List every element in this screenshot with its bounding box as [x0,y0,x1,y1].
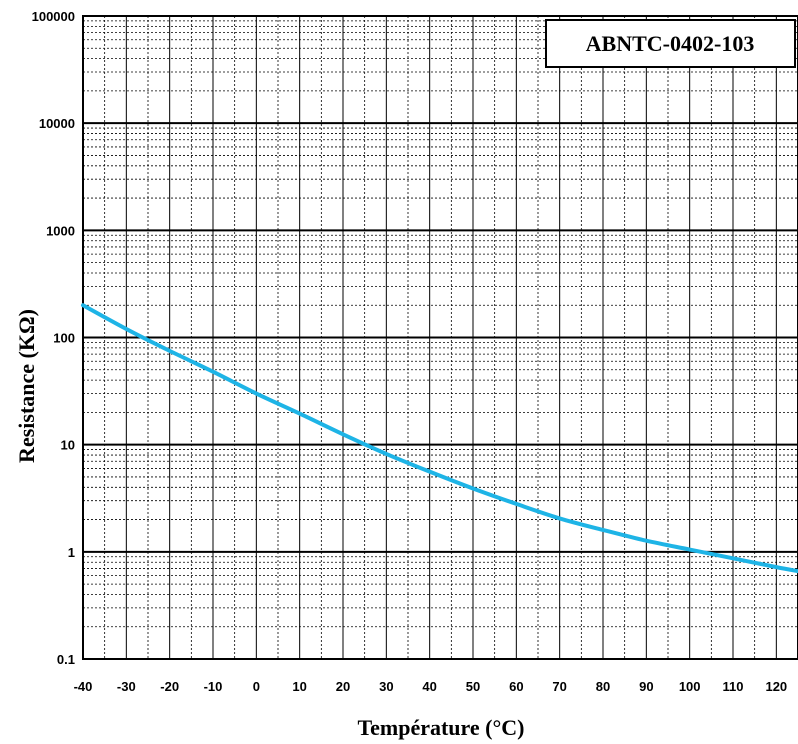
y-tick-label: 0.1 [57,652,75,667]
y-tick-label: 1 [68,545,75,560]
x-tick-label: 10 [292,679,306,694]
x-tick-label: -10 [204,679,223,694]
x-axis-label: Température (°C) [357,715,524,740]
legend: ABNTC-0402-103 [545,19,796,68]
y-axis-label: Resistance (KΩ) [14,309,39,463]
y-tick-label: 1000 [46,223,75,238]
x-tick-label: -30 [117,679,136,694]
x-tick-label: 70 [552,679,566,694]
x-tick-label: 0 [253,679,260,694]
legend-label: ABNTC-0402-103 [586,31,755,56]
x-tick-label: 90 [639,679,653,694]
x-tick-label: 100 [679,679,701,694]
x-tick-label: 30 [379,679,393,694]
x-tick-label: 120 [765,679,787,694]
x-tick-label: -20 [160,679,179,694]
y-tick-label: 10 [61,438,75,453]
plot-area [82,15,798,660]
grid [82,16,798,660]
curve-layer [81,303,798,574]
series-line [81,303,798,574]
legend-box [545,19,796,68]
x-tick-label: 20 [336,679,350,694]
x-tick-label: 40 [422,679,436,694]
x-tick-label: -40 [74,679,93,694]
x-tick-label: 110 [723,679,744,694]
x-tick-label: 60 [509,679,523,694]
y-tick-label: 100 [53,331,75,346]
x-axis-ticks: -40 -30 -20 -10 0 10 20 30 40 50 60 70 80 90 100 110 120 [74,679,788,694]
x-tick-label: 80 [596,679,610,694]
y-tick-label: 100000 [32,9,75,24]
y-tick-label: 10000 [39,116,75,131]
x-tick-label: 50 [466,679,480,694]
y-axis-ticks: 0.1 1 10 100 1000 10000 100000 [32,9,75,667]
